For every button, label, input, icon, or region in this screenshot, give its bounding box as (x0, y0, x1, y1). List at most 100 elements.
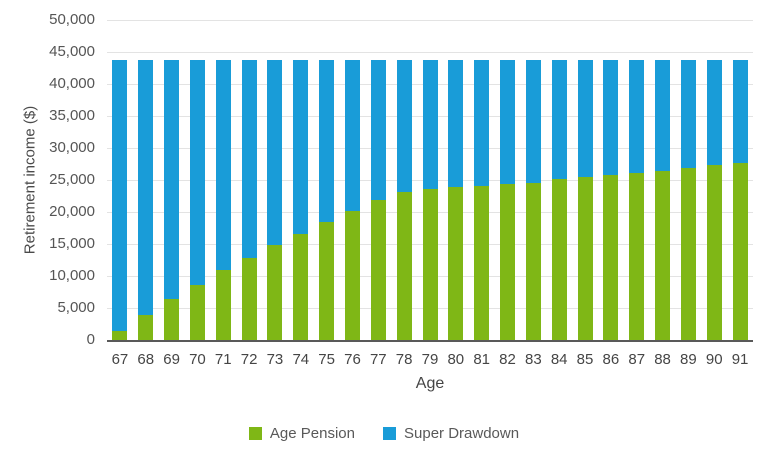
age-pension-segment (706, 165, 722, 340)
super-drawdown-segment (319, 60, 335, 222)
y-tick-label: 40,000 (49, 75, 95, 92)
age-pension-segment (732, 163, 748, 340)
super-drawdown-segment (706, 60, 722, 166)
bar-age-89 (680, 60, 696, 340)
x-tick-label-85: 85 (576, 351, 594, 368)
x-tick-label-82: 82 (499, 351, 516, 368)
y-tick-label: 15,000 (49, 235, 95, 252)
bar-age-67 (112, 60, 128, 340)
age-pension-segment (680, 168, 696, 340)
y-tick-label: 45,000 (49, 43, 95, 60)
age-pension-segment (189, 284, 205, 340)
y-tick-label: 20,000 (49, 203, 95, 220)
age-pension-segment (396, 192, 412, 340)
y-tick-label: 10,000 (49, 267, 95, 284)
x-tick-label-75: 75 (318, 351, 335, 368)
legend-item-super-drawdown: Super Drawdown (383, 425, 519, 442)
age-pension-segment (603, 174, 619, 340)
bar-age-76 (344, 60, 360, 340)
age-pension-segment (422, 188, 438, 340)
bar-age-71 (215, 60, 231, 340)
x-tick-label-84: 84 (550, 351, 568, 368)
plot-area (107, 20, 753, 342)
super-drawdown-segment (267, 60, 283, 245)
super-drawdown-segment (396, 60, 412, 193)
x-axis-tick-labels: 67 68 69 70 71 72 73 74 75 76 77 78 79 80 81 82 83 84 85 86… (107, 351, 753, 369)
x-tick-label-72: 72 (240, 351, 258, 368)
super-drawdown-segment (655, 60, 671, 172)
bar-age-82 (500, 60, 516, 340)
bar-age-84 (551, 60, 567, 340)
super-drawdown-segment (448, 60, 464, 188)
bar-age-72 (241, 60, 257, 340)
x-tick-label-77: 77 (369, 351, 387, 368)
x-tick-label-81: 81 (473, 351, 490, 368)
x-tick-label-79: 79 (421, 351, 439, 368)
bar-age-86 (603, 60, 619, 340)
bar-age-73 (267, 60, 283, 340)
age-pension-segment (655, 171, 671, 340)
legend-swatch-icon (383, 426, 396, 440)
x-tick-label-68: 68 (137, 351, 155, 368)
bar-age-70 (189, 60, 205, 340)
super-drawdown-segment (680, 60, 696, 169)
age-pension-segment (474, 185, 490, 340)
y-tick-label: 5,000 (57, 299, 95, 316)
bar-age-90 (706, 60, 722, 340)
y-axis-tick-labels: 0 5,000 10,000 15,000 20,000 25,000 30,000 35,0… (0, 0, 95, 360)
super-drawdown-segment (112, 60, 128, 332)
bar-age-79 (422, 60, 438, 340)
age-pension-segment (215, 270, 231, 340)
age-pension-segment (500, 184, 516, 340)
age-pension-segment (525, 183, 541, 340)
bar-age-88 (655, 60, 671, 340)
age-pension-segment (319, 221, 335, 340)
legend-swatch-icon (248, 426, 262, 440)
super-drawdown-segment (422, 60, 438, 189)
super-drawdown-segment (551, 60, 567, 180)
grid-line-45000 (107, 52, 753, 53)
grid-line-50000 (107, 20, 753, 21)
x-tick-label-69: 69 (163, 351, 180, 368)
super-drawdown-segment (525, 60, 541, 184)
y-tick-label: 50,000 (49, 11, 95, 28)
age-pension-segment (241, 258, 257, 340)
super-drawdown-segment (370, 60, 386, 201)
super-drawdown-segment (500, 60, 516, 185)
super-drawdown-segment (189, 60, 205, 285)
age-pension-segment (344, 211, 360, 340)
super-drawdown-segment (474, 60, 490, 186)
age-pension-segment (267, 244, 283, 340)
x-tick-label-70: 70 (189, 351, 206, 368)
bar-age-85 (577, 60, 593, 340)
super-drawdown-segment (241, 60, 257, 259)
bar-age-78 (396, 60, 412, 340)
bar-age-91 (732, 60, 748, 340)
y-tick-label: 30,000 (49, 139, 95, 156)
x-tick-label-87: 87 (628, 351, 646, 368)
legend: Age Pension Super Drawdown (0, 424, 768, 442)
bar-age-81 (474, 60, 490, 340)
bar-age-74 (293, 60, 309, 340)
x-tick-label-78: 78 (395, 351, 413, 368)
legend-item-age-pension: Age Pension (248, 424, 355, 442)
super-drawdown-segment (293, 60, 309, 234)
age-pension-segment (577, 177, 593, 340)
x-tick-label-89: 89 (680, 351, 697, 368)
x-tick-label-67: 67 (111, 351, 129, 368)
y-tick-label: 25,000 (49, 171, 95, 188)
x-tick-label-74: 74 (292, 351, 310, 368)
legend-label: Age Pension (269, 424, 355, 442)
bar-age-68 (138, 60, 154, 340)
bar-age-83 (525, 60, 541, 340)
super-drawdown-segment (577, 60, 593, 178)
y-tick-label: 0 (86, 331, 95, 348)
age-pension-segment (629, 172, 645, 340)
super-drawdown-segment (164, 60, 180, 300)
x-axis-title: Age (415, 375, 445, 392)
x-tick-label-86: 86 (602, 351, 620, 368)
bar-age-77 (370, 60, 386, 340)
age-pension-segment (138, 315, 154, 340)
age-pension-segment (370, 200, 386, 340)
